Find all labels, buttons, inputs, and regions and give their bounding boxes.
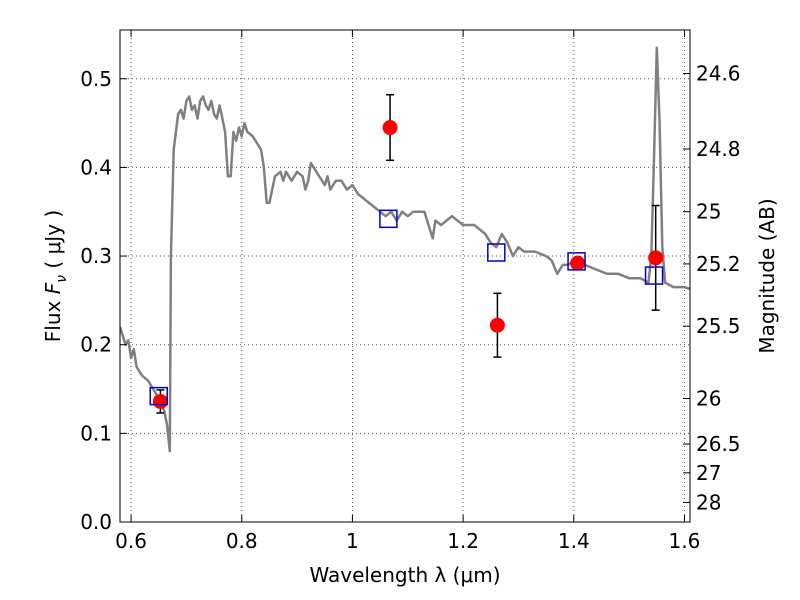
y-axis-title-prefix: Flux (41, 294, 65, 342)
magnitude-tick-label: 28 (696, 490, 721, 514)
x-tick-label: 1 (346, 529, 359, 553)
magnitude-tick-label: 24.6 (696, 62, 741, 86)
x-tick-label: 1.4 (558, 529, 590, 553)
model-photometry-square (567, 252, 586, 271)
y-tick-label: 0.3 (80, 244, 112, 268)
x-axis-title: Wavelength λ (μm) (309, 563, 500, 587)
y-tick-label: 0.0 (80, 510, 112, 534)
magnitude-tick-label: 27 (696, 461, 721, 485)
model-photometry-square (487, 243, 506, 262)
y-tick-label: 0.1 (80, 421, 112, 445)
y-tick-label: 0.2 (80, 333, 112, 357)
x-tick-label: 0.6 (115, 529, 147, 553)
observed-flux-point (648, 250, 664, 266)
model-photometry-layer (149, 209, 664, 406)
axis-ticks (120, 30, 690, 523)
magnitude-tick-label: 25.2 (696, 252, 741, 276)
y-axis-title-symbol: F (41, 282, 65, 294)
y-tick-label: 0.4 (80, 155, 112, 179)
y-axis-title-subscript: ν (54, 275, 70, 283)
y-axis-title-left: Flux Fν ( μJy ) (41, 210, 70, 342)
model-spectrum-line (120, 46, 690, 453)
magnitude-tick-label: 25 (696, 200, 721, 224)
model-photometry-square (149, 386, 168, 406)
x-tick-label: 1.6 (669, 529, 701, 553)
x-tick-labels: 0.6 0.8 1 1.2 1.4 1.6 (115, 529, 700, 553)
model-photometry-square (379, 209, 398, 229)
model-photometry-square (644, 266, 664, 285)
observed-flux-point (489, 317, 505, 333)
x-tick-label: 0.8 (226, 529, 258, 553)
y-axis-title-right: Magnitude (AB) (755, 198, 779, 353)
observed-flux-point (152, 393, 168, 409)
x-tick-label: 1.2 (447, 529, 479, 553)
magnitude-tick-label: 24.8 (696, 137, 741, 161)
plot-frame (119, 29, 691, 523)
y-tick-label: 0.5 (80, 67, 112, 91)
magnitude-tick-label: 26.5 (696, 432, 741, 456)
model-spectrum-layer (120, 46, 690, 453)
magnitude-tick-label: 25.5 (696, 314, 741, 338)
y-axis-title-unit: ( μJy ) (41, 210, 65, 275)
observed-flux-point (570, 255, 586, 271)
y-tick-labels: 0.0 0.1 0.2 0.3 0.4 0.5 (80, 67, 112, 534)
observed-points-layer (152, 93, 664, 414)
magnitude-tick-labels: 24.6 24.8 25 25.2 25.5 26 26.5 27 28 (696, 62, 741, 515)
observed-flux-point (382, 120, 398, 136)
magnitude-tick-label: 26 (696, 386, 721, 410)
